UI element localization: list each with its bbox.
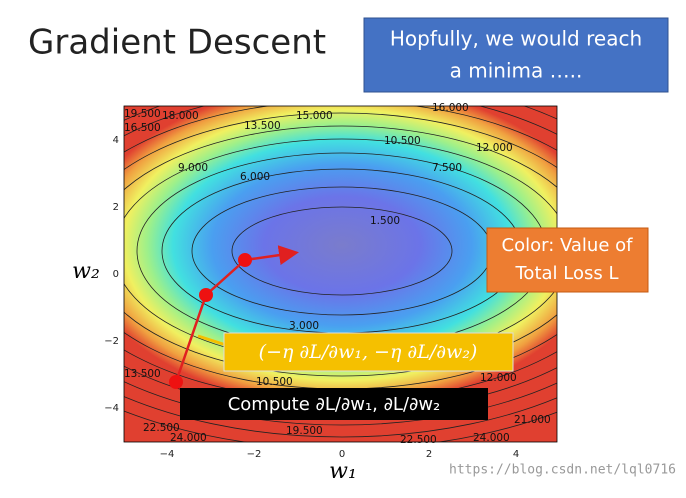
contour-label: 24.000 xyxy=(473,432,510,444)
contour-label: 13.500 xyxy=(244,120,281,132)
callout-text: a minima ….. xyxy=(450,59,583,83)
contour-label: 1.500 xyxy=(370,215,400,227)
x-tick-label: 2 xyxy=(426,449,432,460)
contour-label: 22.500 xyxy=(400,434,437,446)
x-tick-label: −4 xyxy=(160,449,175,460)
y-tick-label: −4 xyxy=(104,403,119,414)
contour-label: 12.000 xyxy=(476,142,513,154)
callout-box xyxy=(486,227,649,293)
x-tick-label: 4 xyxy=(513,449,519,460)
contour-label: 12.000 xyxy=(480,372,517,384)
loss-surface xyxy=(124,106,557,442)
contour-label: 13.500 xyxy=(124,368,161,380)
y-tick-label: 2 xyxy=(113,202,119,213)
contour-label: 7.500 xyxy=(432,162,462,174)
y-axis-label: w₂ xyxy=(72,259,100,284)
y-tick-label: −2 xyxy=(104,336,119,347)
x-tick-label: −2 xyxy=(247,449,262,460)
callout-text: Color: Value of xyxy=(502,235,634,256)
x-axis-label: w₁ xyxy=(329,459,357,484)
callout-text: Hopfully, we would reach xyxy=(390,27,642,51)
contour-label: 22.500 xyxy=(143,422,180,434)
contour-label: 10.500 xyxy=(256,376,293,388)
contour-label: 16.000 xyxy=(432,102,469,114)
y-tick-label: 4 xyxy=(113,135,119,146)
contour-label: 21.000 xyxy=(514,414,551,426)
x-ticks: −4 −2 0 2 4 4 2 0 −2 −4 xyxy=(104,135,519,460)
contour-label: 18.000 xyxy=(162,110,199,122)
step-pointer xyxy=(197,334,227,347)
callout-text: (−η ∂L/∂w₁, −η ∂L/∂w₂) xyxy=(259,341,478,363)
y-tick-label: 0 xyxy=(113,269,119,280)
descent-path xyxy=(169,245,299,389)
contour-label: 10.500 xyxy=(384,135,421,147)
callout-box xyxy=(180,388,488,420)
contour-label: 19.500 xyxy=(124,108,161,120)
contour-label: 24.000 xyxy=(170,432,207,444)
callout-box xyxy=(363,17,669,93)
callout-text: Total Loss L xyxy=(515,263,619,284)
callout-text: Compute ∂L/∂w₁, ∂L/∂w₂ xyxy=(228,394,441,415)
callout-box xyxy=(223,332,514,372)
contour-labels: 19.500 16.500 18.000 15.000 13.500 10.50… xyxy=(124,102,551,446)
contour-label: 19.500 xyxy=(286,425,323,437)
contour-label: 3.000 xyxy=(289,320,319,332)
x-tick-label: 0 xyxy=(339,449,345,460)
contour-label: 16.500 xyxy=(124,122,161,134)
contour-label: 6.000 xyxy=(240,171,270,183)
contour-label: 15.000 xyxy=(296,110,333,122)
contour-label: 9.000 xyxy=(178,162,208,174)
title: Gradient Descent xyxy=(28,23,326,63)
watermark: https://blog.csdn.net/lql0716 xyxy=(449,463,676,478)
